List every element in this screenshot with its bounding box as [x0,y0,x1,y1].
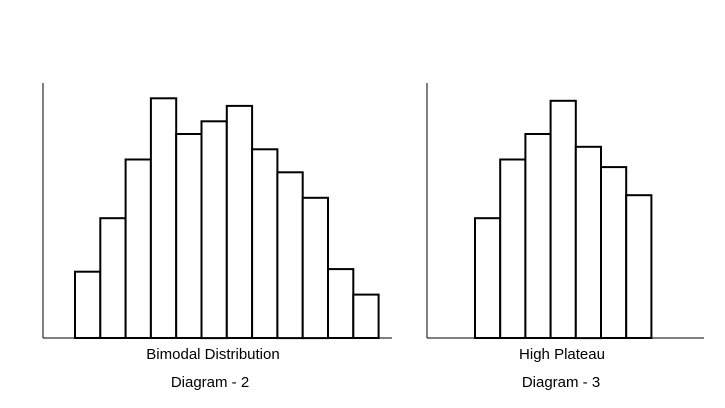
histogram-bar-5 [175,133,203,339]
histogram-bar-4 [149,97,178,339]
histogram-bar-1 [474,217,502,339]
bimodal-histogram: Bimodal Distribution Diagram - 2 [42,83,392,391]
histogram-bar-12 [352,293,380,340]
histogram-bar-6 [600,166,628,339]
histogram-bar-8 [251,148,279,339]
histogram-bar-11 [327,268,355,340]
histogram-bar-10 [301,196,330,340]
histogram-bar-9 [276,171,304,340]
histogram-bar-7 [625,194,653,339]
histogram-bar-7 [225,104,254,340]
diagram-label: Diagram - 3 [522,374,600,391]
bar-group [74,97,380,340]
plateau-histogram: High Plateau Diagram - 3 [426,83,704,391]
histogram-bar-4 [549,99,577,339]
histogram-bar-5 [574,145,602,340]
bar-group [474,99,653,340]
histogram-bar-6 [200,120,228,340]
histogram-bar-2 [499,158,527,339]
diagram-label: Diagram - 2 [171,374,249,391]
chart-caption: Bimodal Distribution [146,346,279,363]
histogram-bar-3 [524,133,552,339]
histogram-bar-1 [74,270,102,340]
chart-caption: High Plateau [519,346,605,363]
histogram-bar-3 [124,158,152,339]
histogram-bar-2 [99,217,127,339]
